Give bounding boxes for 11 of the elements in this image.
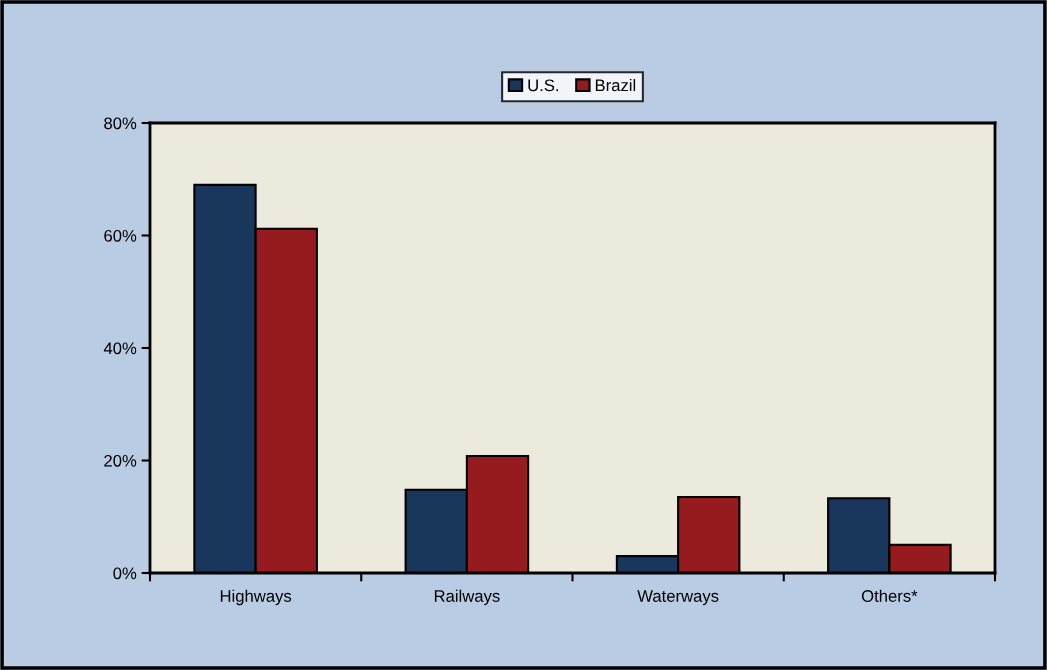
y-tick-label: 20% bbox=[104, 454, 137, 467]
y-tick-label: 40% bbox=[103, 342, 137, 355]
legend-label: U.S. bbox=[528, 79, 559, 92]
y-tick-label: 0% bbox=[113, 567, 137, 580]
x-tick-label: Waterways bbox=[637, 590, 719, 606]
y-tick-label: 60% bbox=[104, 229, 137, 242]
y-tick-label: 80% bbox=[104, 117, 137, 130]
x-tick-label: Others* bbox=[861, 589, 918, 602]
x-tick-label: Highways bbox=[220, 589, 292, 606]
legend-label: Brazil bbox=[595, 78, 636, 92]
x-tick-label: Railways bbox=[434, 589, 500, 606]
